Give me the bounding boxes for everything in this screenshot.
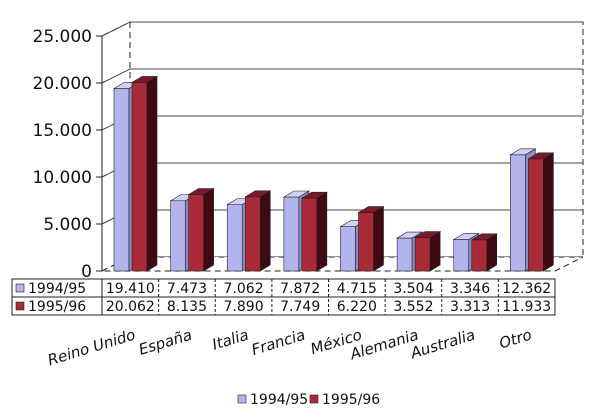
- table-cell: 4.715: [337, 281, 377, 297]
- table-cell: 19.410: [106, 281, 155, 297]
- bar-front: [510, 154, 526, 272]
- bar-front: [358, 212, 374, 272]
- bar-front: [113, 88, 130, 272]
- gridline-left: [101, 68, 131, 84]
- table-series-label-1995-96: 1995/96: [28, 299, 86, 315]
- table-cell: 6.220: [337, 299, 377, 315]
- y-tick-label: 25.000: [33, 27, 92, 47]
- bar-front: [283, 196, 300, 272]
- bar-top: [282, 190, 310, 198]
- table-cell: 11.933: [502, 299, 551, 315]
- category-label-espana: España: [137, 326, 195, 359]
- bar-alemania-1995-96: [414, 231, 442, 272]
- bar-side: [486, 233, 498, 272]
- y-axis-ticks: 0 5.000 10.000 15.000 20.000 25.000: [33, 27, 103, 282]
- table-cell: 3.504: [393, 281, 433, 297]
- bar-front: [131, 82, 148, 272]
- bars: [112, 75, 555, 272]
- bar-front: [244, 196, 261, 272]
- bar-front: [414, 237, 431, 272]
- category-label-italia: Italia: [210, 326, 251, 354]
- bar-front: [301, 197, 318, 272]
- table-cell: 3.346: [450, 281, 490, 297]
- legend-label-1995-96: 1995/96: [322, 392, 380, 408]
- legend-swatch-1994-95: [237, 394, 247, 404]
- table-cell: 3.313: [450, 299, 490, 315]
- bar-top: [187, 188, 215, 195]
- table-cell: 7.872: [280, 281, 320, 297]
- legend-label-1994-95: 1994/95: [250, 392, 308, 408]
- data-table: 1994/95 19.410 7.473 7.062 7.872 4.715 3.504 3.…: [11, 278, 556, 316]
- bar-top: [414, 231, 442, 238]
- table-legend-swatch-1994-95: [15, 283, 25, 293]
- bar-top: [357, 206, 385, 213]
- bar-top: [470, 233, 498, 241]
- bar-reino-unido-1995-96: [130, 75, 159, 272]
- bar-top: [300, 191, 328, 199]
- bar-top: [244, 190, 272, 198]
- bar-front: [226, 204, 243, 272]
- bar-top: [396, 231, 424, 239]
- bar-front: [396, 237, 413, 272]
- legend: 1994/95 1995/96: [237, 392, 380, 408]
- bar-side: [203, 188, 214, 272]
- bar-front: [188, 194, 204, 272]
- bar-top: [509, 148, 537, 156]
- bar-side: [373, 206, 384, 272]
- table-cell: 20.062: [106, 299, 155, 315]
- bar-side: [429, 231, 441, 272]
- bar-top: [452, 233, 480, 240]
- table-cell: 7.473: [167, 281, 207, 297]
- bar-australia-1995-96: [470, 233, 498, 272]
- table-cell: 7.062: [224, 281, 264, 297]
- bar-front: [170, 200, 186, 272]
- table-cell: 8.135: [167, 299, 207, 315]
- table-cell: 12.362: [502, 281, 551, 297]
- bar-francia-1995-96: [300, 191, 328, 272]
- table-series-label-1994-95: 1994/95: [28, 281, 86, 297]
- bar-side: [543, 152, 554, 272]
- y-tick-label: 20.000: [33, 74, 92, 94]
- bar-otro-1995-96: [527, 152, 555, 272]
- bar-front: [528, 158, 544, 272]
- bar-side: [259, 190, 271, 272]
- category-label-australia: Australia: [408, 326, 478, 363]
- bar-mexico-1995-96: [357, 206, 385, 272]
- table-legend-swatch-1995-96: [15, 301, 25, 311]
- y-tick-label: 10.000: [33, 168, 92, 188]
- category-label-reino-unido: Reino Unido: [46, 326, 138, 370]
- table-cell: 3.552: [393, 299, 433, 315]
- bar-front: [340, 226, 356, 272]
- bar-espana-1995-96: [187, 188, 215, 272]
- bar-front: [453, 239, 470, 272]
- bar-front: [471, 239, 488, 272]
- category-label-francia: Francia: [249, 326, 307, 359]
- bar-top: [527, 152, 555, 160]
- bar-side: [146, 75, 158, 272]
- category-label-otro: Otro: [497, 326, 534, 353]
- y-tick-label: 0: [81, 262, 92, 282]
- y-tick-label: 15.000: [33, 121, 92, 141]
- gridline-left: [101, 21, 131, 37]
- legend-swatch-1995-96: [309, 394, 319, 404]
- y-tick-label: 5.000: [43, 215, 92, 235]
- bar-top: [130, 76, 159, 83]
- bar-side: [316, 191, 328, 272]
- bar-italia-1995-96: [244, 190, 272, 272]
- table-cell: 7.749: [280, 299, 320, 315]
- table-cell: 7.890: [224, 299, 264, 315]
